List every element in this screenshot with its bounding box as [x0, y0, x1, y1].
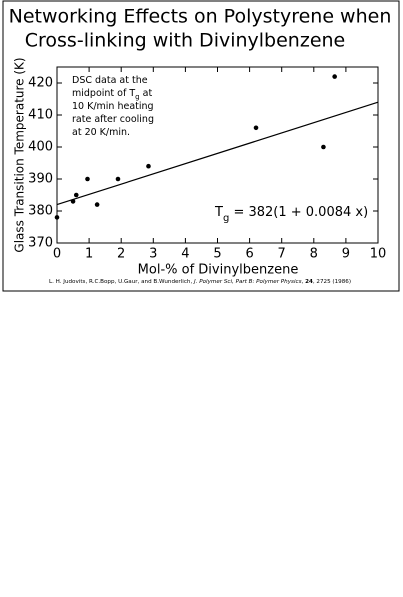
y-axis-label: Glass Transition Temperature (K) [13, 57, 27, 252]
equation-part: g [223, 213, 229, 224]
data-point [146, 163, 151, 169]
annotation-part: rate after cooling [72, 114, 154, 125]
x-tick-label: 8 [310, 247, 318, 262]
data-point [85, 176, 90, 182]
chart-title: Cross-linking with Divinylbenzene [25, 30, 346, 52]
annotation: 10 K/min heating [72, 101, 154, 112]
x-axis-label: Mol-% of Divinylbenzene [138, 263, 299, 278]
x-tick-label: 5 [213, 247, 221, 262]
x-tick-label: 0 [53, 247, 61, 262]
annotation-part: at 20 K/min. [72, 127, 130, 138]
x-tick-label: 4 [181, 247, 189, 262]
equation: Tg = 382(1 + 0.0084 x) [214, 205, 368, 224]
citation-part: , 2725 (1986) [313, 279, 351, 285]
data-point [54, 215, 60, 220]
data-point [73, 192, 79, 198]
data-point [253, 125, 259, 131]
y-tick-label: 390 [28, 172, 53, 187]
x-tick-label: 3 [149, 247, 157, 262]
data-point [332, 74, 337, 79]
annotation: rate after cooling [72, 114, 154, 125]
y-tick-label: 380 [28, 204, 53, 219]
x-tick-label: 2 [117, 247, 125, 262]
annotation-part: g [135, 93, 139, 101]
citation-part: , [302, 279, 306, 285]
x-tick-label: 6 [245, 247, 253, 262]
y-tick-label: 420 [28, 76, 53, 91]
annotation-part: 10 K/min heating [72, 101, 154, 112]
equation-part: T [214, 205, 223, 220]
citation-part: 24 [305, 279, 313, 285]
annotation: DSC data at the [72, 75, 148, 86]
data-point [94, 202, 100, 207]
x-tick-label: 9 [342, 247, 350, 262]
y-tick-label: 370 [28, 236, 53, 251]
citation: L. H. Judovits, R.C.Bopp, U.Gaur, and B.… [49, 279, 351, 285]
x-tick-label: 7 [278, 247, 286, 262]
x-tick-label: 1 [85, 247, 93, 262]
y-tick-label: 400 [28, 140, 53, 155]
chart-title: Networking Effects on Polystyrene when [9, 6, 392, 28]
annotation: at 20 K/min. [72, 127, 130, 138]
equation-part: = 382(1 + 0.0084 x) [229, 205, 368, 220]
fit-line [56, 101, 379, 206]
data-point [115, 176, 121, 182]
citation-part: J. Polymer Sci, Part B: Polymer Physics [193, 279, 302, 285]
data-point [321, 144, 326, 150]
annotation: midpoint of Tg at [72, 88, 152, 102]
annotation-part: at [140, 88, 153, 99]
annotation-part: midpoint of T [72, 88, 135, 99]
y-tick-label: 410 [28, 108, 53, 123]
citation-part: L. H. Judovits, R.C.Bopp, U.Gaur, and B.… [49, 279, 194, 285]
x-tick-label: 10 [370, 247, 387, 262]
chart-frame [2, 0, 400, 292]
annotation-part: DSC data at the [72, 75, 148, 86]
